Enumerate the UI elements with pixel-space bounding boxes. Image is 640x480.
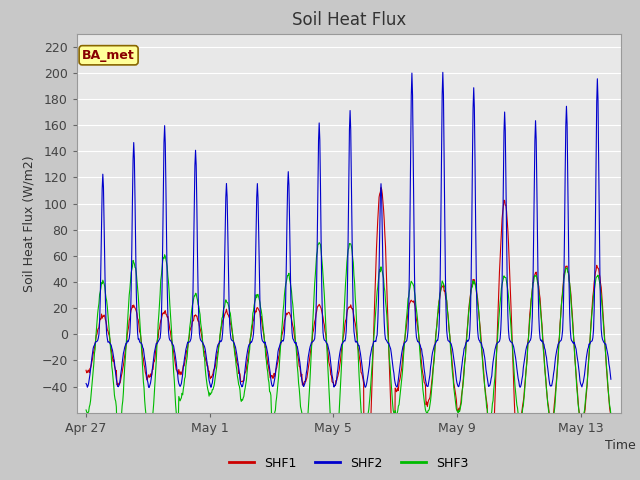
Text: BA_met: BA_met (82, 49, 135, 62)
Y-axis label: Soil Heat Flux (W/m2): Soil Heat Flux (W/m2) (23, 155, 36, 291)
Legend: SHF1, SHF2, SHF3: SHF1, SHF2, SHF3 (224, 452, 474, 475)
X-axis label: Time: Time (605, 439, 636, 452)
Title: Soil Heat Flux: Soil Heat Flux (292, 11, 406, 29)
